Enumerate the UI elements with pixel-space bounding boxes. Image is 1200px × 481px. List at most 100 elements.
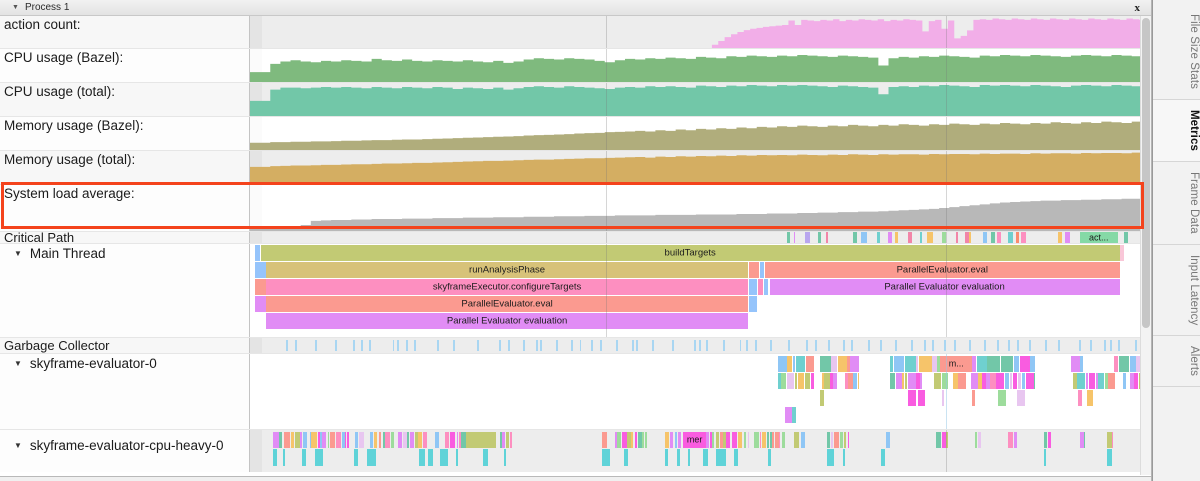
- flame-block[interactable]: [748, 296, 757, 312]
- gc-event-tick[interactable]: [555, 340, 558, 351]
- section-row-garbage-collector[interactable]: Garbage Collector: [0, 338, 1151, 354]
- track-chart-memory-usage-bazel[interactable]: [250, 117, 1151, 150]
- flame-block[interactable]: [1088, 373, 1095, 389]
- gc-event-tick[interactable]: [579, 340, 582, 351]
- flame-block[interactable]: [309, 432, 311, 448]
- critical-path-block[interactable]: [941, 232, 947, 243]
- track-row-memory-usage-total[interactable]: Memory usage (total):: [0, 151, 1151, 185]
- critical-path-block[interactable]: [991, 232, 996, 243]
- flame-block[interactable]: [881, 449, 886, 466]
- flame-block[interactable]: [753, 432, 760, 448]
- gc-event-tick[interactable]: [353, 340, 356, 351]
- gc-event-tick[interactable]: [1016, 340, 1019, 351]
- triangle-down-icon[interactable]: ▼: [12, 4, 19, 11]
- flame-block[interactable]: [1085, 373, 1088, 389]
- track-chart-system-load-average[interactable]: [250, 185, 1151, 231]
- gc-event-tick[interactable]: [360, 340, 363, 351]
- flame-frame[interactable]: skyframeExecutor.configureTargets: [265, 279, 749, 295]
- flame-block[interactable]: [449, 432, 455, 448]
- flame-block[interactable]: [764, 279, 769, 295]
- flame-block[interactable]: [894, 356, 905, 372]
- flame-block[interactable]: [1072, 373, 1077, 389]
- gc-event-tick[interactable]: [1118, 340, 1121, 351]
- gc-event-tick[interactable]: [1078, 340, 1081, 351]
- gc-event-tick[interactable]: [632, 340, 635, 351]
- triangle-down-icon[interactable]: ▼: [14, 359, 22, 368]
- flame-block[interactable]: [1020, 356, 1030, 372]
- flame-block[interactable]: [1077, 373, 1086, 389]
- flame-block[interactable]: [1134, 373, 1139, 389]
- flame-block[interactable]: [601, 432, 607, 448]
- flame-block[interactable]: [311, 432, 317, 448]
- gc-event-tick[interactable]: [540, 340, 543, 351]
- flame-block[interactable]: [255, 245, 261, 261]
- flame-block[interactable]: [798, 373, 804, 389]
- track-row-system-load-average[interactable]: System load average:: [0, 185, 1151, 232]
- flame-block[interactable]: [664, 432, 669, 448]
- gc-event-tick[interactable]: [787, 340, 790, 351]
- flame-block[interactable]: [827, 449, 834, 466]
- flame-block[interactable]: [986, 373, 991, 389]
- flame-block[interactable]: [622, 432, 627, 448]
- flame-block[interactable]: [385, 432, 390, 448]
- flame-block[interactable]: [466, 432, 497, 448]
- gc-event-tick[interactable]: [805, 340, 808, 351]
- flame-block[interactable]: [833, 432, 840, 448]
- tab-frame-data[interactable]: Frame Data: [1153, 161, 1200, 245]
- flame-block[interactable]: [327, 432, 330, 448]
- gc-event-tick[interactable]: [705, 340, 708, 351]
- flame-block[interactable]: [1017, 390, 1026, 406]
- flame-block[interactable]: [1136, 356, 1143, 372]
- flame-block[interactable]: [435, 432, 440, 448]
- flame-block[interactable]: [290, 432, 295, 448]
- flame-block[interactable]: [1095, 373, 1099, 389]
- flame-block[interactable]: [716, 449, 726, 466]
- gc-event-tick[interactable]: [1045, 340, 1048, 351]
- gc-event-tick[interactable]: [600, 340, 602, 351]
- flame-block[interactable]: [314, 449, 323, 466]
- flame-block[interactable]: [795, 356, 805, 372]
- flame-block[interactable]: [254, 296, 266, 312]
- gc-event-tick[interactable]: [651, 340, 654, 351]
- track-chart-cpu-usage-total[interactable]: [250, 83, 1151, 116]
- flame-block[interactable]: [300, 432, 303, 448]
- gc-event-tick[interactable]: [453, 340, 456, 351]
- skyframe-evaluator-0-flamechart[interactable]: m...: [250, 354, 1151, 429]
- flame-block[interactable]: [1106, 449, 1113, 466]
- gc-event-tick[interactable]: [1104, 340, 1107, 351]
- flame-block[interactable]: [831, 356, 838, 372]
- thread-label-inner[interactable]: ▼ skyframe-evaluator-cpu-heavy-0: [4, 438, 224, 453]
- process-title-bar[interactable]: ▼ Process 1 x: [0, 0, 1151, 16]
- gc-event-tick[interactable]: [535, 340, 538, 351]
- flame-block[interactable]: [772, 432, 774, 448]
- flame-block[interactable]: [674, 432, 678, 448]
- flame-block[interactable]: [805, 356, 814, 372]
- critical-path-block[interactable]: [926, 232, 933, 243]
- flame-block[interactable]: [792, 407, 797, 423]
- critical-path-block[interactable]: [1124, 232, 1129, 243]
- flame-block[interactable]: [850, 356, 859, 372]
- triangle-down-icon[interactable]: ▼: [14, 441, 22, 450]
- flame-block[interactable]: [986, 356, 1000, 372]
- critical-path-block[interactable]: [956, 232, 958, 243]
- flame-block[interactable]: [635, 432, 637, 448]
- close-icon[interactable]: x: [1134, 2, 1141, 14]
- flame-block[interactable]: [895, 373, 902, 389]
- flame-block[interactable]: [719, 432, 723, 448]
- flame-frame[interactable]: Parallel Evaluator evaluation: [265, 313, 749, 329]
- flame-block[interactable]: [336, 432, 342, 448]
- flame-block[interactable]: [733, 449, 738, 466]
- flame-block[interactable]: [601, 449, 611, 466]
- flame-block[interactable]: [737, 432, 743, 448]
- gc-event-tick[interactable]: [508, 340, 511, 351]
- flame-block[interactable]: [767, 432, 769, 448]
- flame-block[interactable]: [907, 373, 916, 389]
- flame-block[interactable]: [688, 449, 690, 466]
- flame-block[interactable]: [829, 373, 834, 389]
- flame-block[interactable]: [254, 262, 266, 278]
- flame-block[interactable]: [934, 373, 941, 389]
- flame-block[interactable]: [1079, 432, 1084, 448]
- track-chart-action-count[interactable]: [250, 16, 1151, 48]
- track-row-memory-usage-bazel[interactable]: Memory usage (Bazel):: [0, 117, 1151, 151]
- thread-label-inner[interactable]: ▼ skyframe-evaluator-0: [4, 356, 157, 371]
